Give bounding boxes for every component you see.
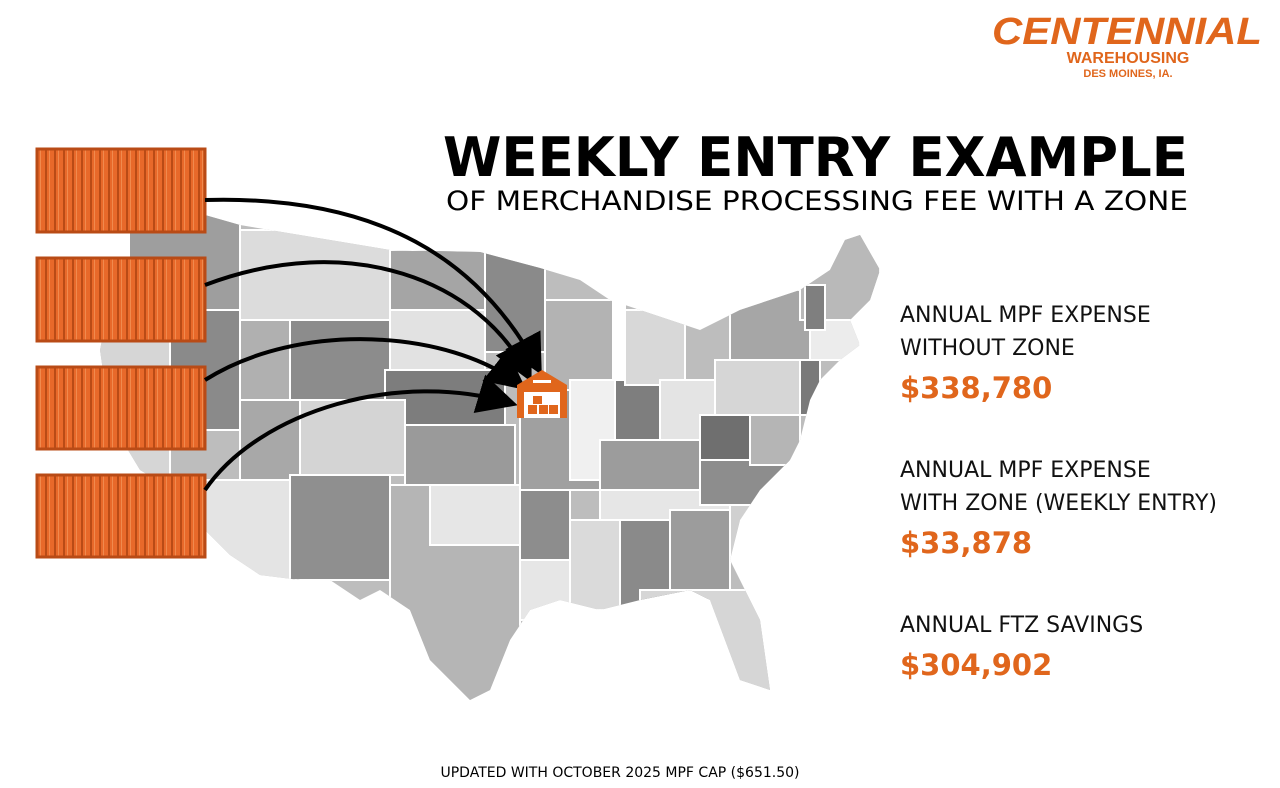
subtitle: OF MERCHANDISE PROCESSING FEE WITH A ZON… [446,186,1188,217]
stat-label: WITHOUT ZONE [900,336,1075,361]
arrows [203,197,542,492]
logo-location: DES MOINES, IA. [1083,68,1172,80]
title: WEEKLY ENTRY EXAMPLE [443,126,1188,189]
stat-label: ANNUAL MPF EXPENSE [900,303,1151,328]
stats: ANNUAL MPF EXPENSE WITHOUT ZONE $338,780 AN… [900,303,1217,682]
stat-label: ANNUAL MPF EXPENSE [900,458,1151,483]
footnote: UPDATED WITH OCTOBER 2025 MPF CAP ($651.… [440,765,799,781]
stat-value: $33,878 [900,526,1032,560]
logo-sub: WAREHOUSING [1067,50,1190,67]
stat-value: $338,780 [900,371,1052,405]
stat-label: ANNUAL FTZ SAVINGS [900,613,1143,638]
logo-name: CENTENNIAL [992,11,1262,53]
warehouse-icon [517,370,567,418]
containers [35,147,207,559]
stat-value: $304,902 [900,648,1052,682]
stat-label: WITH ZONE (WEEKLY ENTRY) [900,491,1217,516]
